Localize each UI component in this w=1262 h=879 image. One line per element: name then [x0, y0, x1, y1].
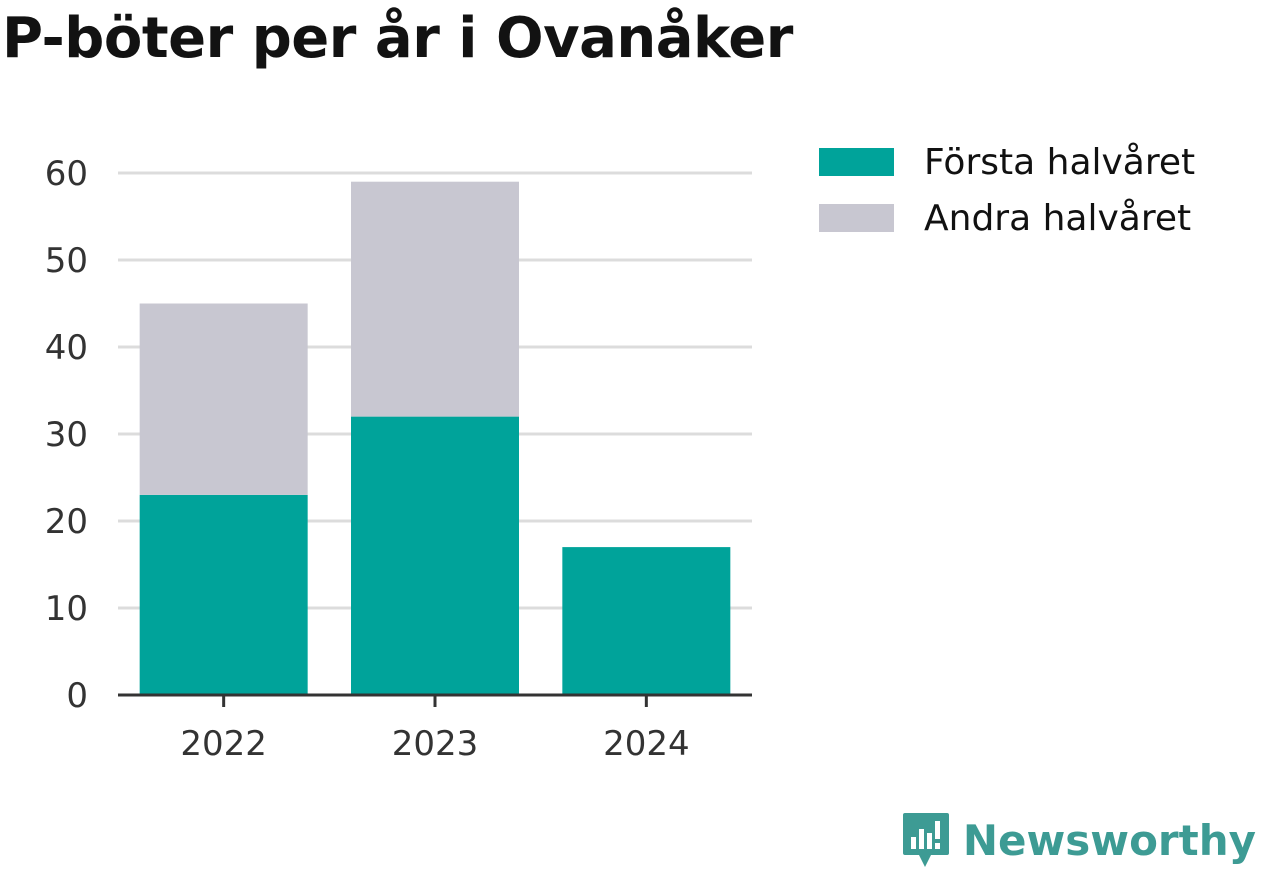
y-tick-label: 10 — [45, 589, 88, 629]
legend-swatch — [819, 204, 894, 232]
chart-title: P-böter per år i Ovanåker — [2, 6, 793, 71]
legend-swatch — [819, 148, 894, 176]
y-axis-ticks: 0 10 20 30 40 50 60 — [45, 154, 88, 716]
y-tick-label: 0 — [66, 676, 88, 716]
x-tick-label: 2022 — [180, 724, 267, 764]
newsworthy-logo-icon — [902, 813, 949, 867]
bar-first-half-2022 — [139, 494, 308, 695]
x-tick-label: 2024 — [603, 724, 690, 764]
y-tick-label: 40 — [45, 328, 88, 368]
y-tick-label: 30 — [45, 415, 88, 455]
bar-first-half-2023 — [351, 416, 519, 695]
y-tick-label: 20 — [45, 502, 88, 542]
legend-label: Första halvåret — [924, 142, 1195, 183]
brand-name: Newsworthy — [962, 815, 1256, 865]
legend: Första halvåret Andra halvåret — [819, 142, 1195, 239]
bar-second-half-2023 — [351, 181, 519, 417]
bar-first-half-2024 — [562, 547, 731, 695]
bar-second-half-2022 — [139, 303, 308, 495]
newsworthy-logo: Newsworthy — [901, 811, 1256, 869]
y-tick-label: 60 — [45, 154, 88, 194]
bars — [139, 181, 731, 695]
legend-label: Andra halvåret — [924, 198, 1191, 239]
y-tick-label: 50 — [45, 241, 88, 281]
x-axis-ticks: 2022 2023 2024 — [180, 695, 690, 764]
x-tick-label: 2023 — [392, 724, 479, 764]
